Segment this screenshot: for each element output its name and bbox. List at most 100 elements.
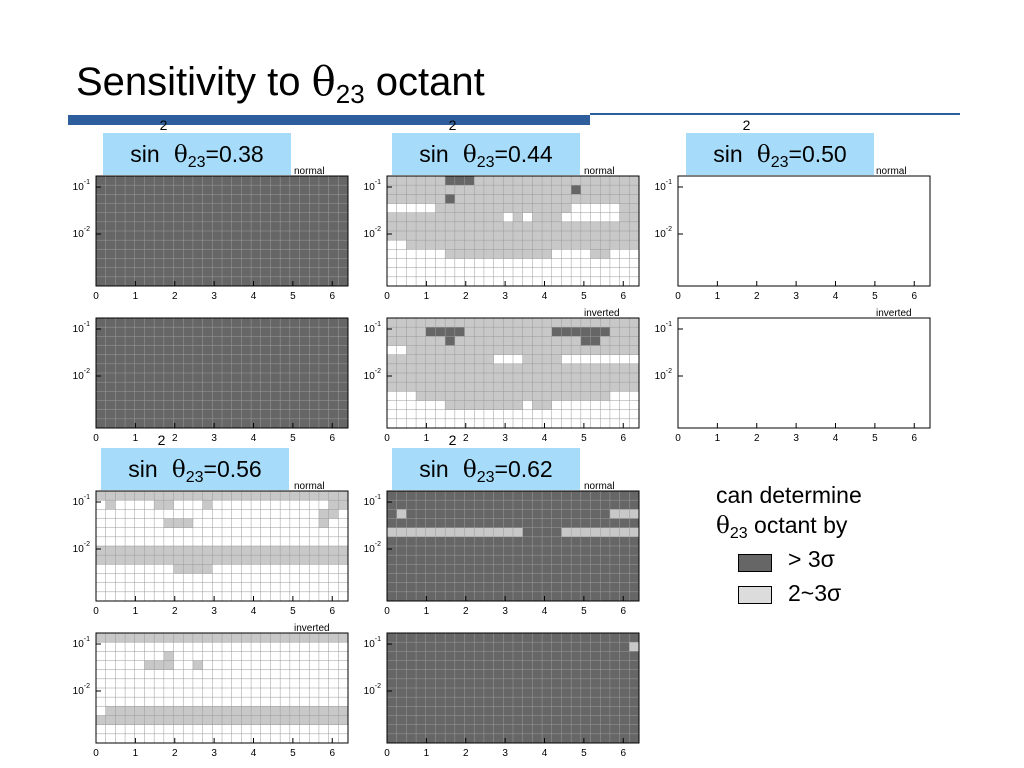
heatmap-cell	[251, 706, 261, 716]
heatmap-cell	[474, 194, 485, 204]
heatmap-cell	[134, 249, 145, 259]
heatmap-cell	[299, 336, 310, 346]
heatmap-cell	[600, 221, 611, 232]
legend-line-2: θ23 octant by	[716, 510, 862, 542]
heatmap-cell	[134, 363, 145, 374]
heatmap-cell	[163, 546, 174, 556]
heatmap-cell	[590, 185, 601, 195]
heatmap-cell	[309, 363, 320, 374]
heatmap-cell	[183, 555, 194, 565]
heatmap-cell	[396, 327, 407, 337]
heatmap-cell	[629, 318, 640, 328]
heatmap-cell	[551, 194, 562, 204]
heatmap-cell	[396, 363, 407, 374]
heatmap-cell	[144, 336, 155, 346]
heatmap-cell	[202, 363, 213, 374]
heatmap-cell	[134, 345, 145, 355]
heatmap-cell	[483, 591, 494, 602]
heatmap-cell	[474, 669, 485, 680]
heatmap-cell	[154, 345, 165, 355]
heatmap-cell	[318, 715, 329, 725]
x-tick-label: 5	[290, 433, 296, 444]
hierarchy-label: inverted	[294, 623, 330, 634]
heatmap-cell	[173, 327, 184, 337]
heatmap-cell	[532, 633, 543, 643]
heatmap-cell	[396, 715, 407, 725]
heatmap-cell	[425, 582, 436, 593]
heatmap-cell	[222, 194, 232, 204]
heatmap-cell	[251, 194, 261, 204]
heatmap-cell	[619, 564, 630, 574]
heatmap-cell	[435, 724, 446, 735]
heatmap-cell	[609, 500, 620, 510]
heatmap-cell	[270, 203, 281, 213]
heatmap-cell	[503, 660, 514, 670]
heatmap-cell	[309, 546, 320, 556]
heatmap-cell	[571, 518, 582, 528]
heatmap-cell	[435, 527, 446, 538]
heatmap-cell	[493, 564, 504, 574]
heatmap-cell	[144, 409, 155, 420]
heatmap-cell	[338, 555, 349, 565]
x-tick-label: 5	[581, 433, 587, 444]
heatmap-cell	[241, 249, 252, 259]
theta-value-label: sin2 θ23=0.56	[101, 433, 289, 490]
heatmap-cell	[183, 221, 194, 232]
y-tick-label: 10-1	[364, 179, 381, 193]
heatmap-cell	[513, 318, 523, 328]
heatmap-cell	[289, 258, 300, 268]
heatmap-cell	[299, 185, 310, 195]
heatmap-cell	[542, 249, 552, 259]
heatmap-cell	[289, 382, 300, 392]
heatmap-cell	[454, 318, 465, 328]
heatmap-cell	[212, 363, 223, 374]
heatmap-cell	[619, 697, 630, 707]
heatmap-cell	[483, 518, 494, 528]
heatmap-cell	[212, 400, 223, 410]
heatmap-cell	[513, 518, 523, 528]
heatmap-cell	[387, 642, 397, 652]
heatmap-cell	[445, 669, 456, 680]
heatmap-cell	[600, 336, 611, 346]
heatmap-cell	[416, 527, 426, 538]
heatmap-cell	[464, 363, 475, 374]
heatmap-cell	[192, 194, 203, 204]
heatmap-cell	[115, 185, 126, 195]
heatmap-cell	[629, 527, 640, 538]
heatmap-cell	[96, 373, 106, 383]
heatmap-cell	[474, 373, 485, 383]
heatmap-cell	[483, 500, 494, 510]
x-tick-label: 6	[329, 433, 335, 444]
heatmap-cell	[551, 715, 562, 725]
heatmap-cell	[454, 706, 465, 716]
x-tick-label: 4	[833, 433, 839, 444]
heatmap-cell	[619, 669, 630, 680]
heatmap-cell	[387, 688, 397, 698]
heatmap-cell	[396, 509, 407, 519]
heatmap-cell	[609, 363, 620, 374]
heatmap-cell	[454, 555, 465, 565]
heatmap-cell	[270, 231, 281, 241]
heatmap-cell	[406, 546, 417, 556]
y-tick-label: 10-1	[364, 494, 381, 508]
heatmap-cell	[503, 249, 514, 259]
heatmap-cell	[241, 212, 252, 223]
heatmap-cell	[503, 536, 514, 547]
heatmap-cell	[513, 336, 523, 346]
heatmap-cell	[542, 212, 552, 223]
heatmap-cell	[561, 536, 572, 547]
y-tick-label: 10-2	[655, 226, 672, 240]
heatmap-cell	[328, 212, 339, 223]
heatmap-cell	[416, 633, 426, 643]
heatmap-cell	[474, 546, 485, 556]
heatmap-cell	[513, 373, 523, 383]
heatmap-cell	[125, 491, 135, 501]
y-tick-label: 10-1	[73, 321, 90, 335]
heatmap-cell	[125, 276, 135, 287]
heatmap-cell	[115, 327, 126, 337]
heatmap-cell	[115, 240, 126, 250]
heatmap-cell	[629, 363, 640, 374]
heatmap-cell	[513, 221, 523, 232]
heatmap-cell	[309, 555, 320, 565]
heatmap-cell	[231, 715, 242, 725]
